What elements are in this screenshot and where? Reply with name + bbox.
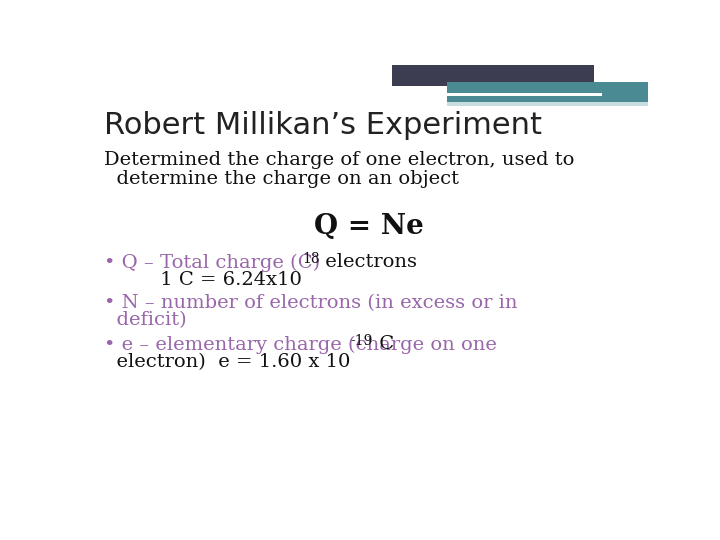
Bar <box>446 93 601 96</box>
Bar <box>446 102 648 106</box>
Text: electrons: electrons <box>320 253 418 271</box>
Text: 1 C = 6.24x10: 1 C = 6.24x10 <box>104 271 302 289</box>
Bar <box>446 82 648 103</box>
Text: • Q – Total charge (C): • Q – Total charge (C) <box>104 253 320 272</box>
Text: electron)  e = 1.60 x 10: electron) e = 1.60 x 10 <box>104 353 351 371</box>
Text: -19: -19 <box>351 334 373 348</box>
Text: determine the charge on an object: determine the charge on an object <box>104 170 459 187</box>
Text: • N – number of electrons (in excess or in: • N – number of electrons (in excess or … <box>104 294 518 312</box>
Text: deficit): deficit) <box>104 311 186 329</box>
Text: Robert Millikan’s Experiment: Robert Millikan’s Experiment <box>104 111 542 140</box>
Text: C: C <box>373 335 394 353</box>
Text: 18: 18 <box>302 252 320 266</box>
Text: • e – elementary charge (charge on one: • e – elementary charge (charge on one <box>104 336 497 354</box>
Text: Determined the charge of one electron, used to: Determined the charge of one electron, u… <box>104 151 575 169</box>
Text: Q = Ne: Q = Ne <box>314 213 424 240</box>
Bar <box>392 65 594 86</box>
